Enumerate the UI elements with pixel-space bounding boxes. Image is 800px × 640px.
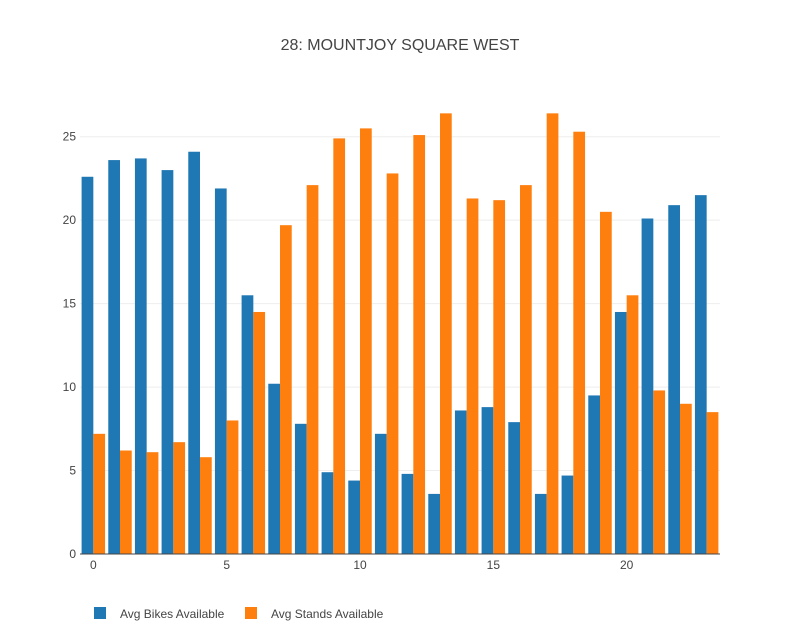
- bar-bikes-20[interactable]: [614, 311, 627, 554]
- x-tick-labels: 0 5 10 15 20: [90, 558, 634, 572]
- bar-bikes-1[interactable]: [108, 160, 120, 554]
- bar-stands-22[interactable]: [680, 403, 692, 554]
- bar-bikes-12[interactable]: [401, 473, 414, 554]
- legend-item-stands[interactable]: Avg Stands Available: [245, 607, 384, 621]
- bar-stands-6[interactable]: [253, 311, 266, 554]
- y-tick-label: 25: [63, 130, 77, 144]
- bar-stands-1[interactable]: [120, 450, 132, 554]
- bar-stands-17[interactable]: [546, 113, 559, 554]
- legend-item-bikes[interactable]: Avg Bikes Available: [94, 607, 225, 621]
- legend-label: Avg Stands Available: [271, 607, 384, 621]
- bar-bikes-22[interactable]: [668, 205, 680, 554]
- grid-lines: [80, 136, 720, 472]
- x-tick-label: 0: [90, 558, 97, 572]
- legend-swatch: [94, 607, 106, 619]
- bar-bikes-19[interactable]: [588, 395, 600, 554]
- bar-bikes-9[interactable]: [321, 472, 334, 554]
- x-tick-label: 20: [620, 558, 634, 572]
- y-tick-labels: 0 5 10 15 20 25: [63, 130, 77, 561]
- bar-stands-4[interactable]: [200, 457, 212, 554]
- bar-bikes-5[interactable]: [214, 188, 227, 554]
- y-tick-label: 15: [63, 297, 77, 311]
- bar-stands-21[interactable]: [653, 390, 666, 554]
- bar-bikes-14[interactable]: [454, 410, 467, 554]
- y-tick-label: 0: [69, 547, 76, 561]
- bar-stands-20[interactable]: [626, 295, 639, 554]
- bar-bikes-7[interactable]: [268, 383, 280, 554]
- y-tick-label: 5: [69, 464, 76, 478]
- bars: [81, 113, 719, 555]
- bar-stands-2[interactable]: [146, 452, 159, 554]
- bar-stands-8[interactable]: [306, 185, 319, 554]
- bar-bikes-0[interactable]: [81, 176, 94, 554]
- bar-stands-13[interactable]: [440, 113, 452, 554]
- bar-bikes-15[interactable]: [481, 407, 494, 554]
- chart-title: 28: MOUNTJOY SQUARE WEST: [281, 37, 520, 54]
- bar-stands-7[interactable]: [280, 225, 292, 554]
- bar-bikes-4[interactable]: [188, 151, 200, 555]
- bar-bikes-21[interactable]: [641, 218, 654, 554]
- bar-bikes-6[interactable]: [241, 295, 254, 554]
- bar-stands-3[interactable]: [173, 442, 186, 554]
- y-tick-label: 10: [63, 380, 77, 394]
- bar-stands-23[interactable]: [706, 412, 719, 555]
- x-tick-label: 10: [353, 558, 367, 572]
- bar-bikes-3[interactable]: [161, 170, 174, 554]
- bar-bikes-18[interactable]: [561, 475, 574, 554]
- bar-stands-15[interactable]: [493, 200, 506, 554]
- bar-stands-19[interactable]: [600, 211, 612, 554]
- bar-stands-9[interactable]: [333, 138, 346, 554]
- bar-bikes-8[interactable]: [294, 423, 307, 554]
- legend-label: Avg Bikes Available: [120, 607, 225, 621]
- bar-stands-16[interactable]: [520, 185, 532, 554]
- legend[interactable]: Avg Bikes Available Avg Stands Available: [94, 607, 384, 621]
- bar-stands-11[interactable]: [386, 173, 399, 554]
- bar-stands-0[interactable]: [93, 433, 106, 554]
- x-tick-label: 15: [487, 558, 501, 572]
- bar-bikes-23[interactable]: [694, 195, 707, 554]
- bar-bikes-2[interactable]: [134, 158, 147, 555]
- bar-bikes-17[interactable]: [534, 493, 547, 554]
- bar-stands-12[interactable]: [413, 135, 426, 555]
- bar-bikes-11[interactable]: [374, 433, 387, 554]
- bar-stands-14[interactable]: [466, 198, 479, 555]
- bar-bikes-13[interactable]: [428, 493, 440, 554]
- bar-stands-18[interactable]: [573, 131, 586, 554]
- bar-bikes-10[interactable]: [348, 480, 360, 554]
- legend-swatch: [245, 607, 257, 619]
- bar-stands-10[interactable]: [360, 128, 372, 555]
- x-tick-label: 5: [223, 558, 230, 572]
- bar-stands-5[interactable]: [226, 420, 239, 554]
- y-tick-label: 20: [63, 213, 77, 227]
- bar-bikes-16[interactable]: [508, 422, 520, 554]
